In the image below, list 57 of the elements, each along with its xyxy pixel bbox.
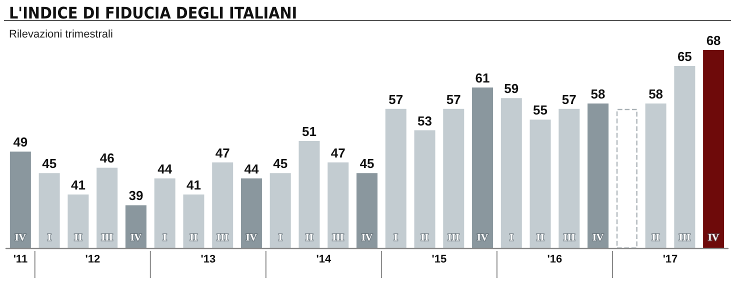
text: '11 — [13, 254, 28, 266]
chart-subtitle: Rilevazioni trimestrali — [9, 28, 113, 40]
data-label: 55 — [533, 102, 548, 118]
text: '14 — [316, 254, 332, 266]
x-tick-label: IV — [476, 232, 489, 244]
x-tick-label: IV — [130, 232, 142, 244]
x-tick-label: III — [448, 232, 460, 244]
data-label: 39 — [128, 188, 144, 204]
data-label: 41 — [70, 177, 86, 192]
data-label: 45 — [273, 156, 288, 172]
x-tick-label: I — [47, 232, 52, 244]
x-tick-label: III — [563, 232, 576, 244]
x-tick-label: II — [305, 232, 314, 244]
x-tick-label: III — [332, 232, 344, 244]
x-tick-label: II — [190, 232, 198, 244]
data-label: 47 — [215, 145, 230, 160]
data-label: 44 — [158, 161, 173, 176]
text: '13 — [200, 254, 216, 266]
data-label: 58 — [590, 86, 606, 102]
data-label: 58 — [648, 86, 664, 102]
x-tick-label: II — [536, 232, 544, 244]
data-label: 46 — [100, 150, 114, 166]
x-tick-label: I — [509, 232, 514, 244]
x-tick-label: II — [652, 232, 660, 244]
x-tick-label: II — [420, 232, 429, 244]
data-label: 51 — [302, 124, 316, 139]
text: '15 — [432, 254, 447, 266]
data-label: 65 — [677, 49, 692, 64]
data-label: 45 — [42, 156, 57, 172]
x-tick-label: III — [216, 232, 229, 244]
x-tick-label: IV — [361, 232, 374, 244]
text: '16 — [547, 254, 562, 266]
x-tick-label: IV — [14, 232, 27, 244]
text: '12 — [85, 254, 100, 266]
data-label: 44 — [244, 161, 260, 176]
data-label: 57 — [388, 92, 404, 107]
text: '17 — [662, 254, 678, 266]
x-tick-label: IV — [708, 232, 720, 244]
x-tick-label: I — [162, 232, 167, 244]
data-label: 41 — [186, 177, 201, 192]
data-label: 61 — [475, 70, 490, 86]
data-label: 57 — [562, 92, 576, 107]
x-tick-label: I — [394, 232, 398, 244]
data-label: 47 — [330, 145, 346, 160]
data-label: 49 — [13, 134, 28, 150]
data-label: 53 — [418, 113, 432, 128]
x-tick-label: IV — [592, 232, 604, 244]
chart-title: L'INDICE DI FIDUCIA DEGLI ITALIANI — [9, 4, 298, 22]
x-tick-label: I — [278, 232, 282, 244]
x-tick-label: III — [101, 232, 114, 244]
x-tick-label: IV — [246, 232, 258, 244]
x-tick-label: II — [74, 232, 82, 244]
data-label: 59 — [504, 81, 519, 96]
x-tick-label: III — [678, 232, 691, 244]
data-label: 57 — [446, 92, 461, 107]
data-label: 68 — [706, 33, 721, 48]
data-label: 45 — [360, 156, 374, 172]
